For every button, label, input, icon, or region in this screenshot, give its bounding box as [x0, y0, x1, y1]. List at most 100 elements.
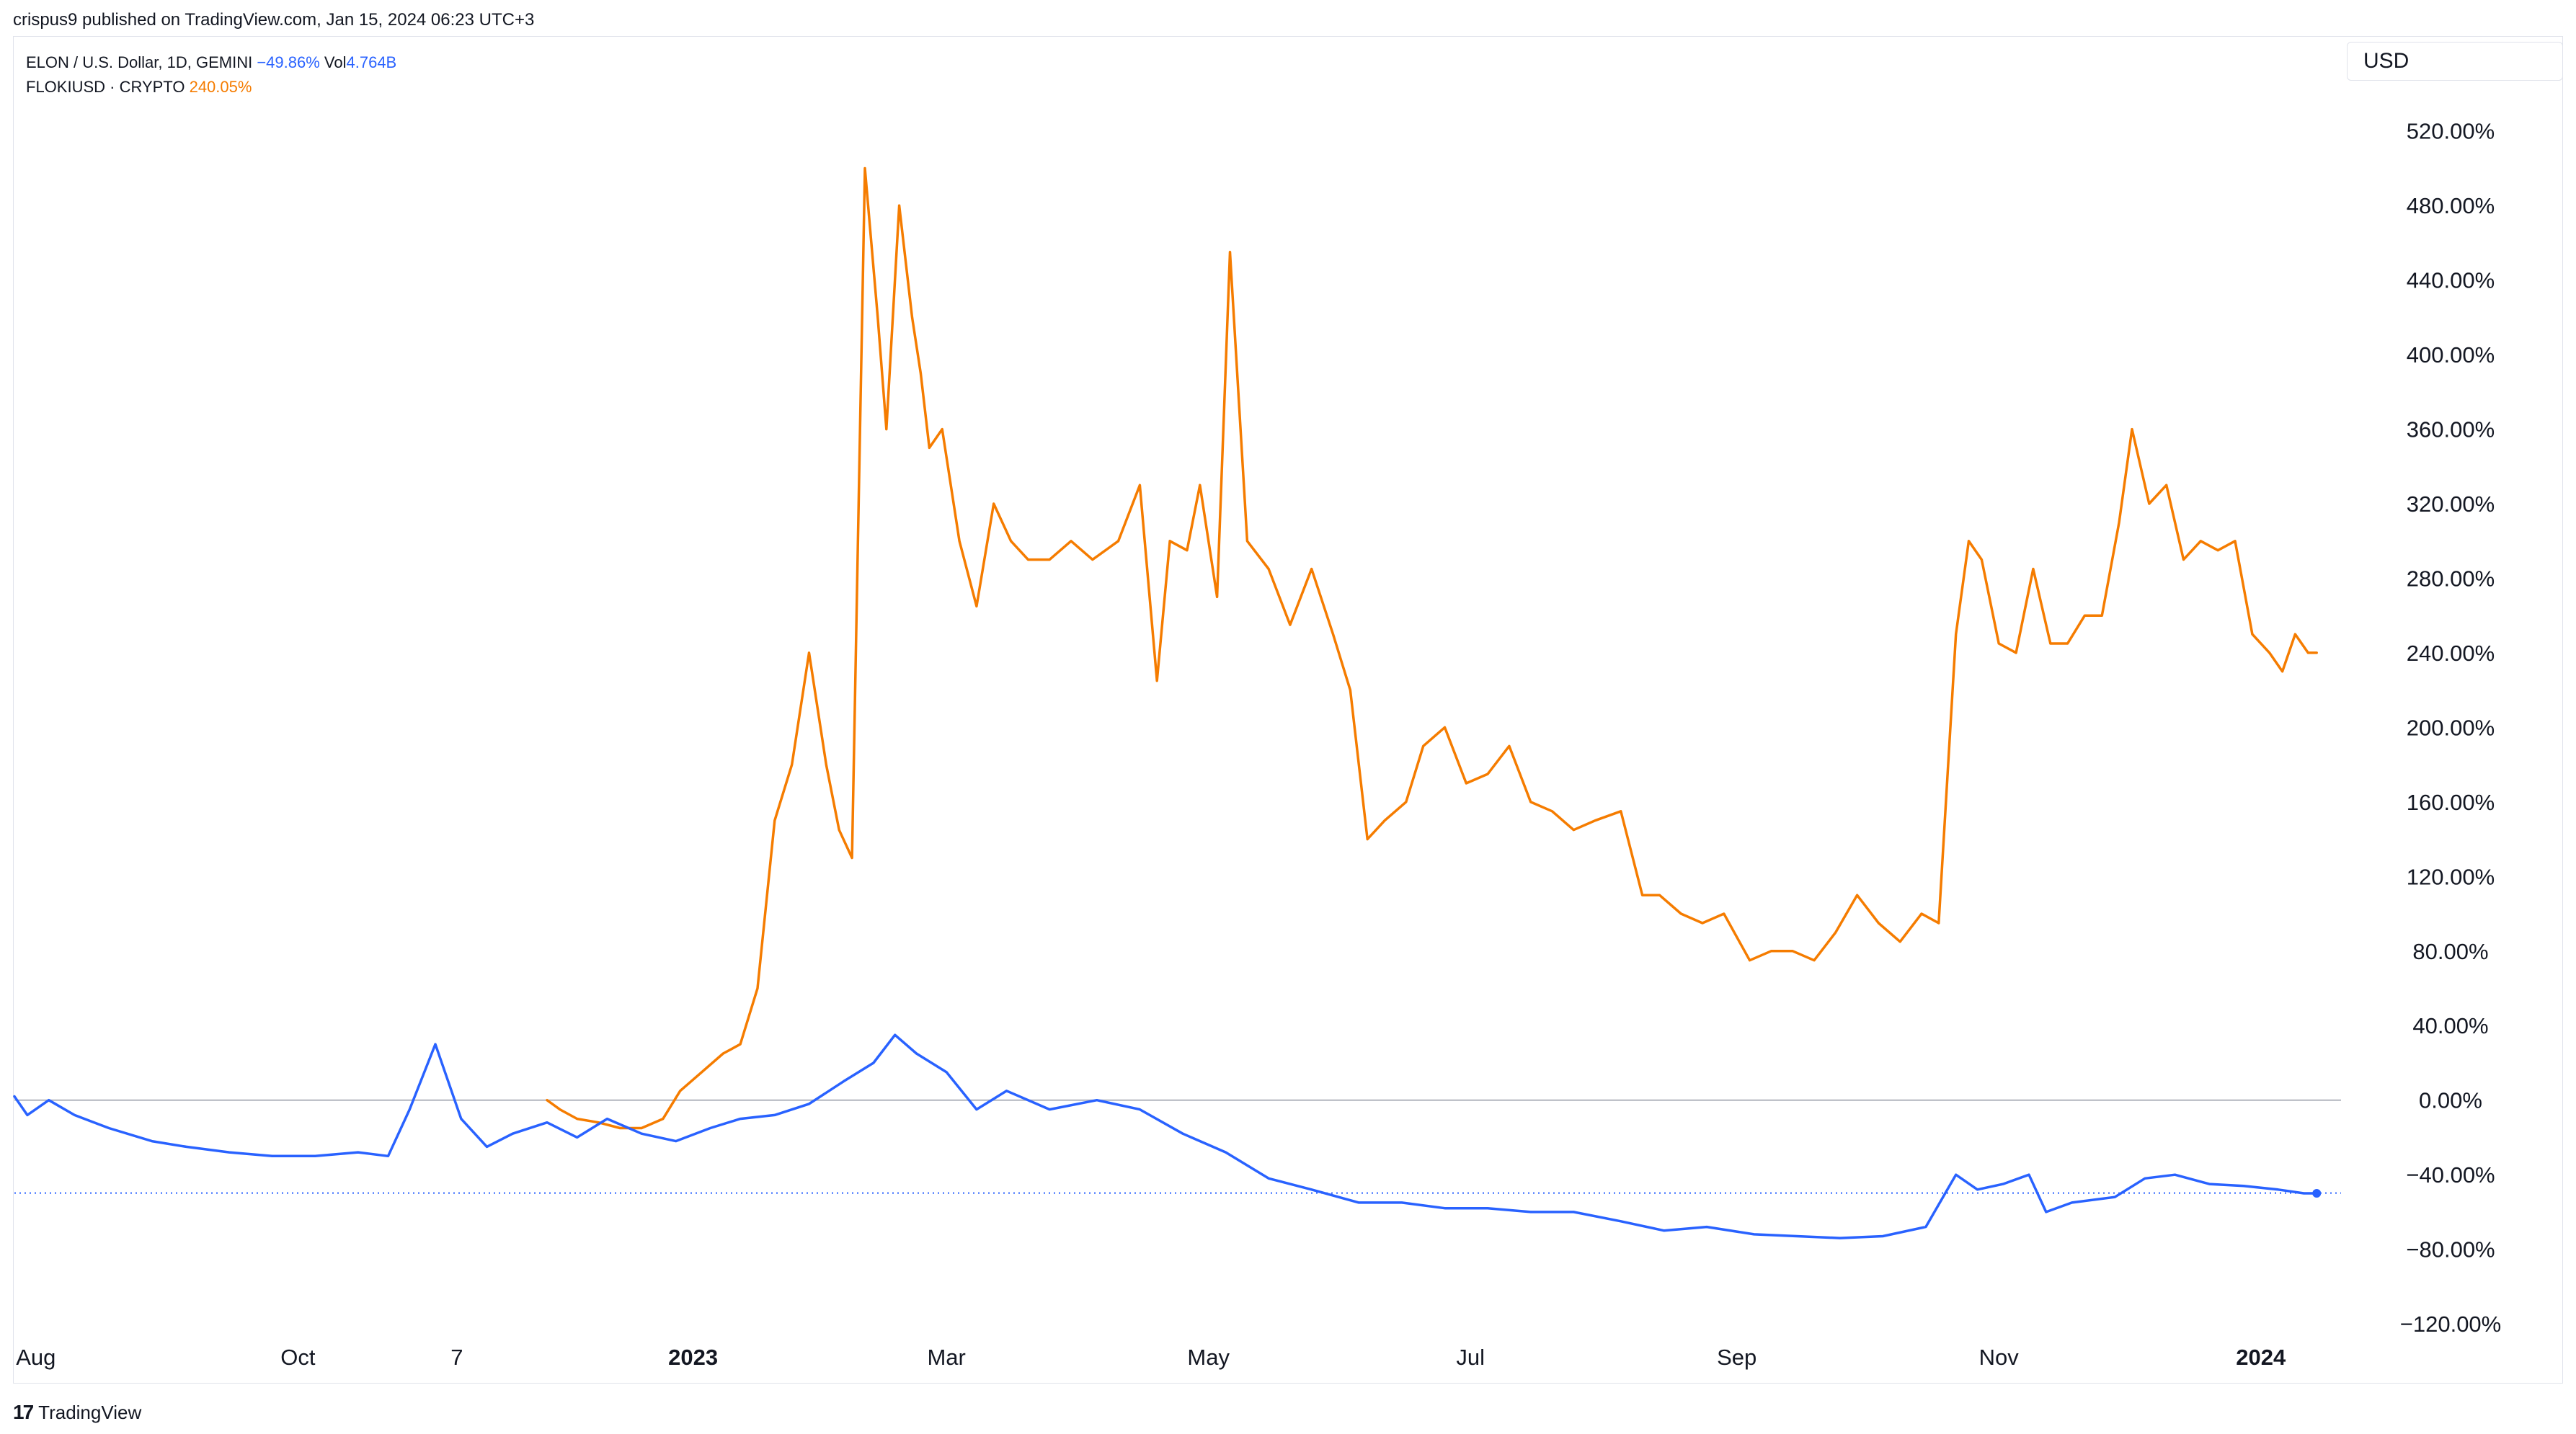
- elon-point: [1358, 1201, 1360, 1204]
- x-tick-label: 2023: [668, 1345, 718, 1370]
- y-tick-label: −120.00%: [2400, 1311, 2501, 1337]
- elon-point: [872, 1061, 875, 1064]
- floki-point: [1216, 596, 1218, 598]
- currency-selector[interactable]: USD: [2347, 42, 2563, 81]
- y-tick-label: 160.00%: [2407, 790, 2495, 815]
- legend-elon-name: ELON / U.S. Dollar, 1D, GEMINI: [26, 53, 253, 71]
- series-layer: [13, 166, 2322, 1239]
- floki-point: [2101, 615, 2103, 617]
- floki-point: [1010, 540, 1012, 542]
- floki-point: [1367, 838, 1369, 840]
- floki-point: [1139, 484, 1141, 486]
- floki-point: [2015, 651, 2017, 654]
- y-tick-label: 40.00%: [2412, 1013, 2488, 1038]
- y-tick-label: −80.00%: [2406, 1237, 2495, 1262]
- floki-point: [722, 1052, 724, 1055]
- elon-point: [387, 1155, 389, 1157]
- x-tick-label: 2024: [2236, 1345, 2286, 1370]
- elon-point: [434, 1043, 437, 1046]
- elon-point: [1049, 1108, 1051, 1110]
- elon-point: [1181, 1133, 1184, 1135]
- floki-point: [2131, 428, 2133, 430]
- elon-point: [739, 1118, 742, 1120]
- elon-point: [2208, 1183, 2211, 1185]
- floki-point: [1955, 633, 1957, 636]
- y-tick-label: 0.00%: [2419, 1088, 2482, 1113]
- floki-point: [1573, 829, 1575, 831]
- floki-point: [640, 1127, 643, 1129]
- floki-point: [662, 1118, 665, 1120]
- floki-point: [1529, 801, 1532, 803]
- floki-point: [1551, 810, 1553, 813]
- elon-point: [26, 1114, 29, 1116]
- elon-point: [1839, 1237, 1841, 1239]
- floki-point: [559, 1108, 561, 1110]
- y-tick-label: 440.00%: [2407, 268, 2495, 293]
- floki-point: [546, 1099, 548, 1101]
- floki-point: [992, 502, 995, 505]
- elon-point: [2303, 1192, 2305, 1195]
- floki-point: [1594, 819, 1596, 821]
- currency-label: USD: [2363, 49, 2410, 73]
- elon-point: [946, 1071, 948, 1074]
- elon-point: [512, 1133, 514, 1135]
- floki-point: [1641, 894, 1643, 896]
- elon-point: [1005, 1090, 1008, 1092]
- floki-point: [576, 1118, 578, 1120]
- x-tick-label: Oct: [280, 1345, 316, 1370]
- elon-point: [606, 1118, 608, 1120]
- brand-name: TradingView: [38, 1401, 142, 1423]
- floki-point: [2032, 568, 2035, 570]
- elon-point: [409, 1108, 411, 1110]
- floki-point: [1878, 922, 1880, 925]
- elon-point: [894, 1034, 896, 1036]
- floki-point: [2268, 651, 2270, 654]
- floki-point: [1383, 819, 1386, 821]
- floki-point: [1486, 772, 1489, 775]
- floki-point: [1701, 922, 1704, 925]
- elon-point: [2002, 1183, 2004, 1185]
- legend-floki-name: FLOKIUSD · CRYPTO: [26, 78, 185, 96]
- elon-point: [1663, 1229, 1665, 1232]
- floki-point: [773, 819, 776, 821]
- elon-point: [48, 1099, 50, 1101]
- elon-point: [1310, 1188, 1313, 1191]
- x-tick-label: Sep: [1717, 1345, 1756, 1370]
- elon-point: [1882, 1235, 1884, 1237]
- floki-point: [1792, 950, 1794, 953]
- floki-point: [1465, 782, 1467, 785]
- elon-point: [773, 1114, 776, 1116]
- tradingview-brand[interactable]: 17 TradingView: [13, 1401, 141, 1424]
- y-tick-label: 320.00%: [2407, 491, 2495, 517]
- y-axis: 520.00% 480.00% 440.00% 400.00% 360.00% 320.0…: [2400, 119, 2501, 1337]
- elon-point: [675, 1140, 677, 1142]
- elon-point: [576, 1136, 578, 1139]
- legend-elon[interactable]: ELON / U.S. Dollar, 1D, GEMINI −49.86% V…: [26, 50, 396, 75]
- elon-point: [314, 1155, 316, 1157]
- elon-point: [486, 1146, 488, 1148]
- floki-point: [2148, 502, 2150, 505]
- floki-point: [1229, 251, 1231, 253]
- floki-point: [1749, 959, 1751, 961]
- y-tick-label: 120.00%: [2407, 864, 2495, 889]
- legend-floki[interactable]: FLOKIUSD · CRYPTO 240.05%: [26, 75, 396, 99]
- floki-point: [619, 1127, 621, 1129]
- x-tick-label: 7: [450, 1345, 463, 1370]
- floki-point: [2066, 642, 2069, 645]
- floki-point: [1289, 623, 1292, 626]
- floki-point: [1070, 540, 1072, 542]
- floki-point: [850, 857, 853, 859]
- legend-elon-vol-label: Vol: [324, 53, 347, 71]
- reference-lines: [14, 1099, 2341, 1194]
- elon-point: [271, 1155, 273, 1157]
- elon-point: [151, 1140, 153, 1142]
- legend-floki-change: 240.05%: [189, 78, 252, 96]
- floki-point: [876, 316, 879, 319]
- floki-point: [2049, 642, 2051, 645]
- floki-point: [1349, 689, 1351, 691]
- x-tick-label: May: [1187, 1345, 1230, 1370]
- floki-point: [885, 428, 888, 430]
- floki-point: [1246, 540, 1248, 542]
- elon-point: [709, 1127, 711, 1129]
